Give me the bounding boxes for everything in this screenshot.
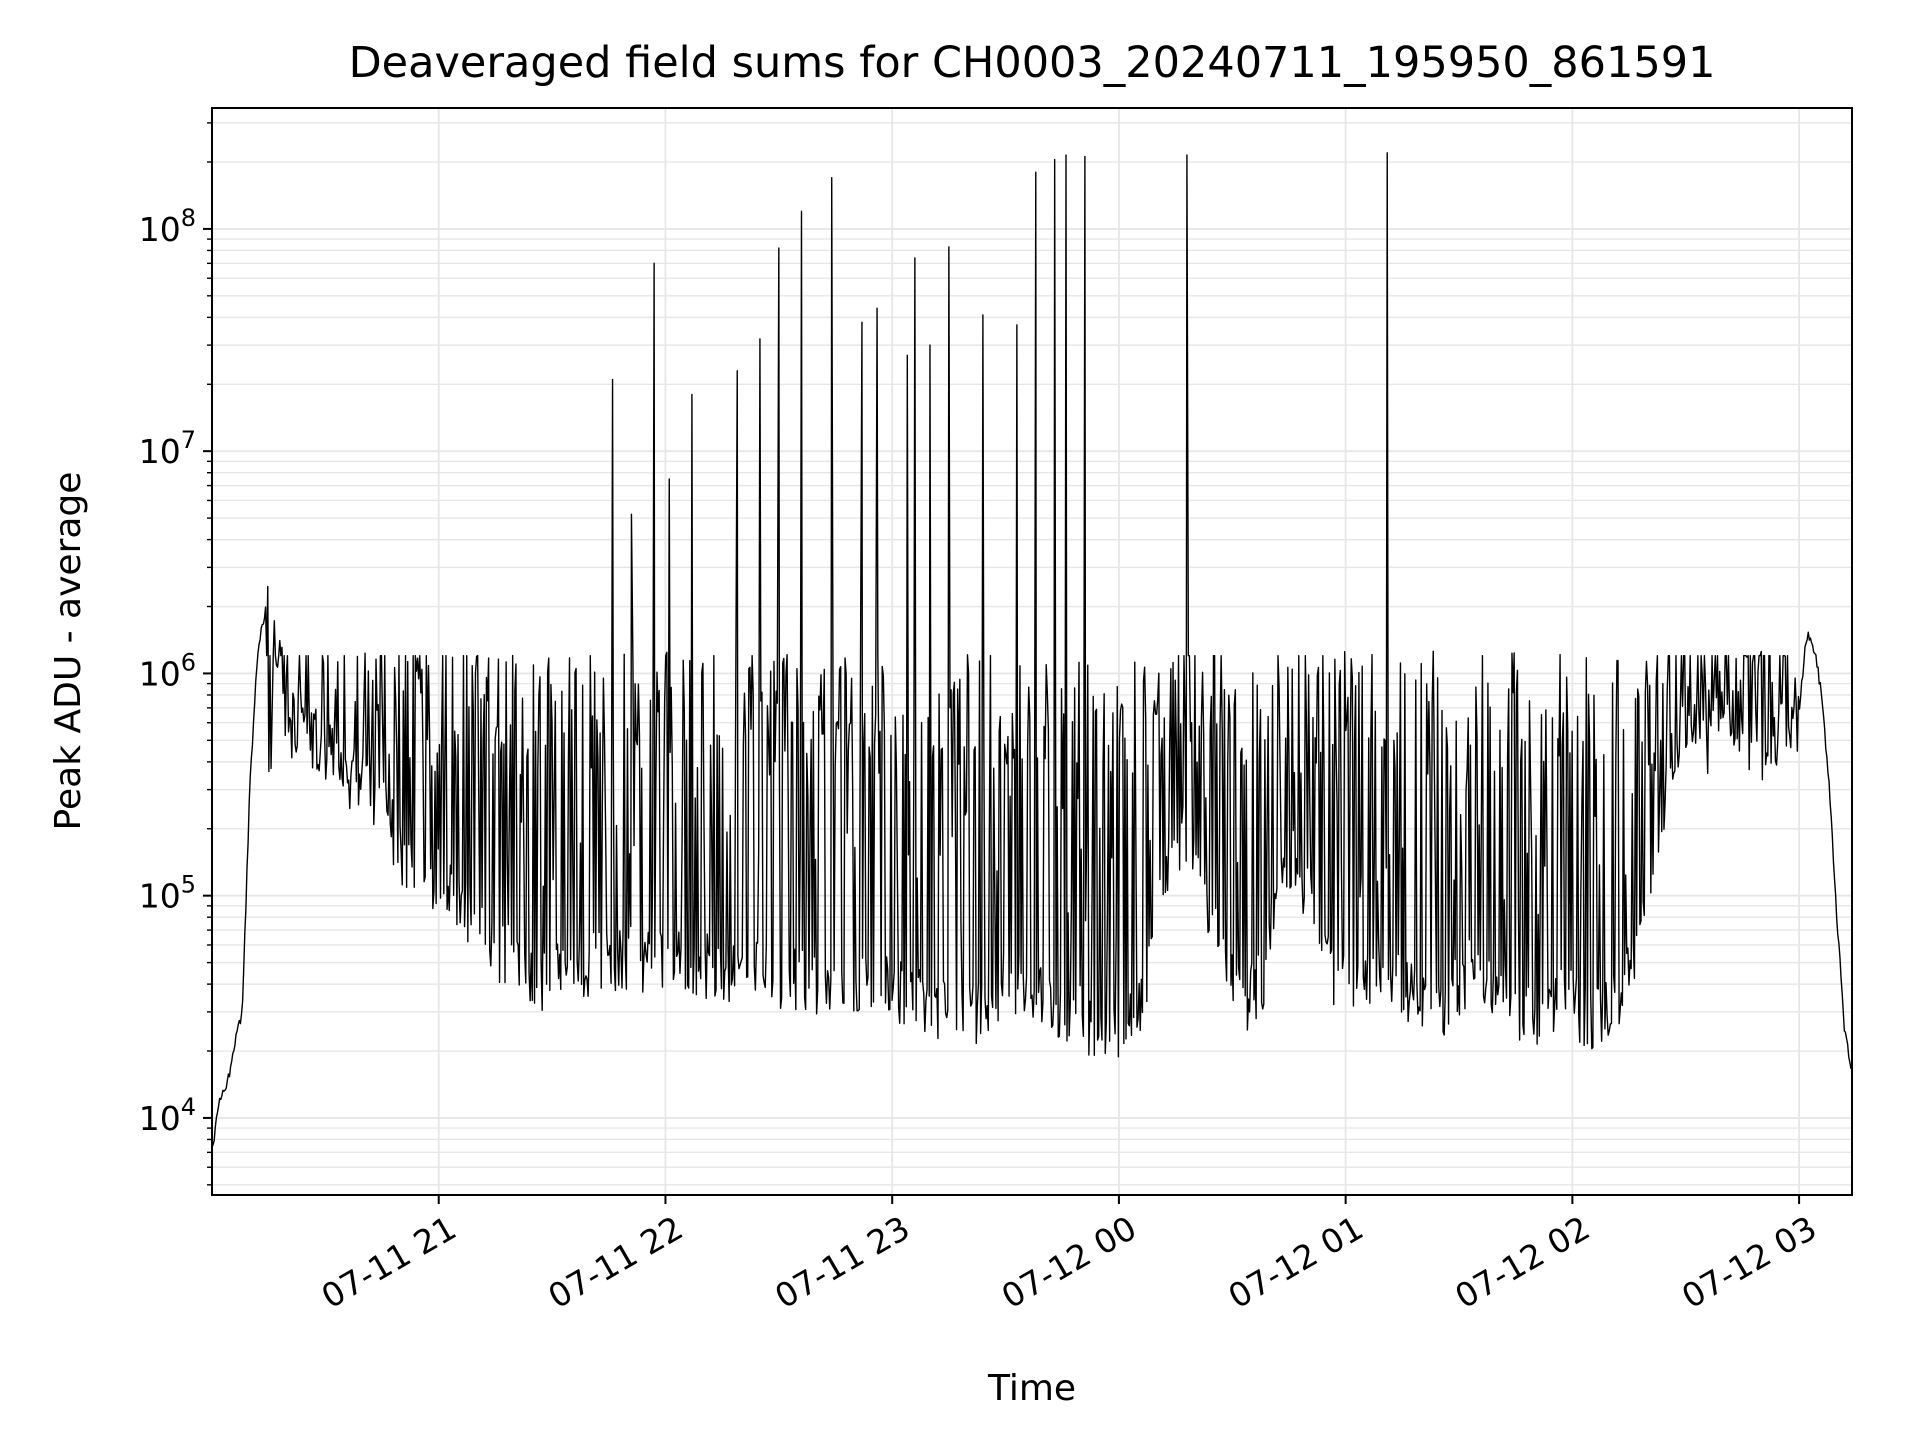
y-axis-label: Peak ADU - average xyxy=(48,472,89,831)
y-tick-label: 106 xyxy=(139,648,196,693)
series-layer xyxy=(211,152,1853,1148)
chart-title: Deaveraged field sums for CH0003_2024071… xyxy=(349,38,1716,88)
plot-frame xyxy=(211,107,1853,1196)
series-line xyxy=(211,152,1853,1148)
y-tick-label: 107 xyxy=(139,426,196,471)
y-tick-label: 104 xyxy=(139,1093,196,1138)
x-axis-label: Time xyxy=(987,1368,1076,1409)
y-tick-label: 105 xyxy=(139,871,196,916)
y-tick-label: 108 xyxy=(139,204,196,249)
